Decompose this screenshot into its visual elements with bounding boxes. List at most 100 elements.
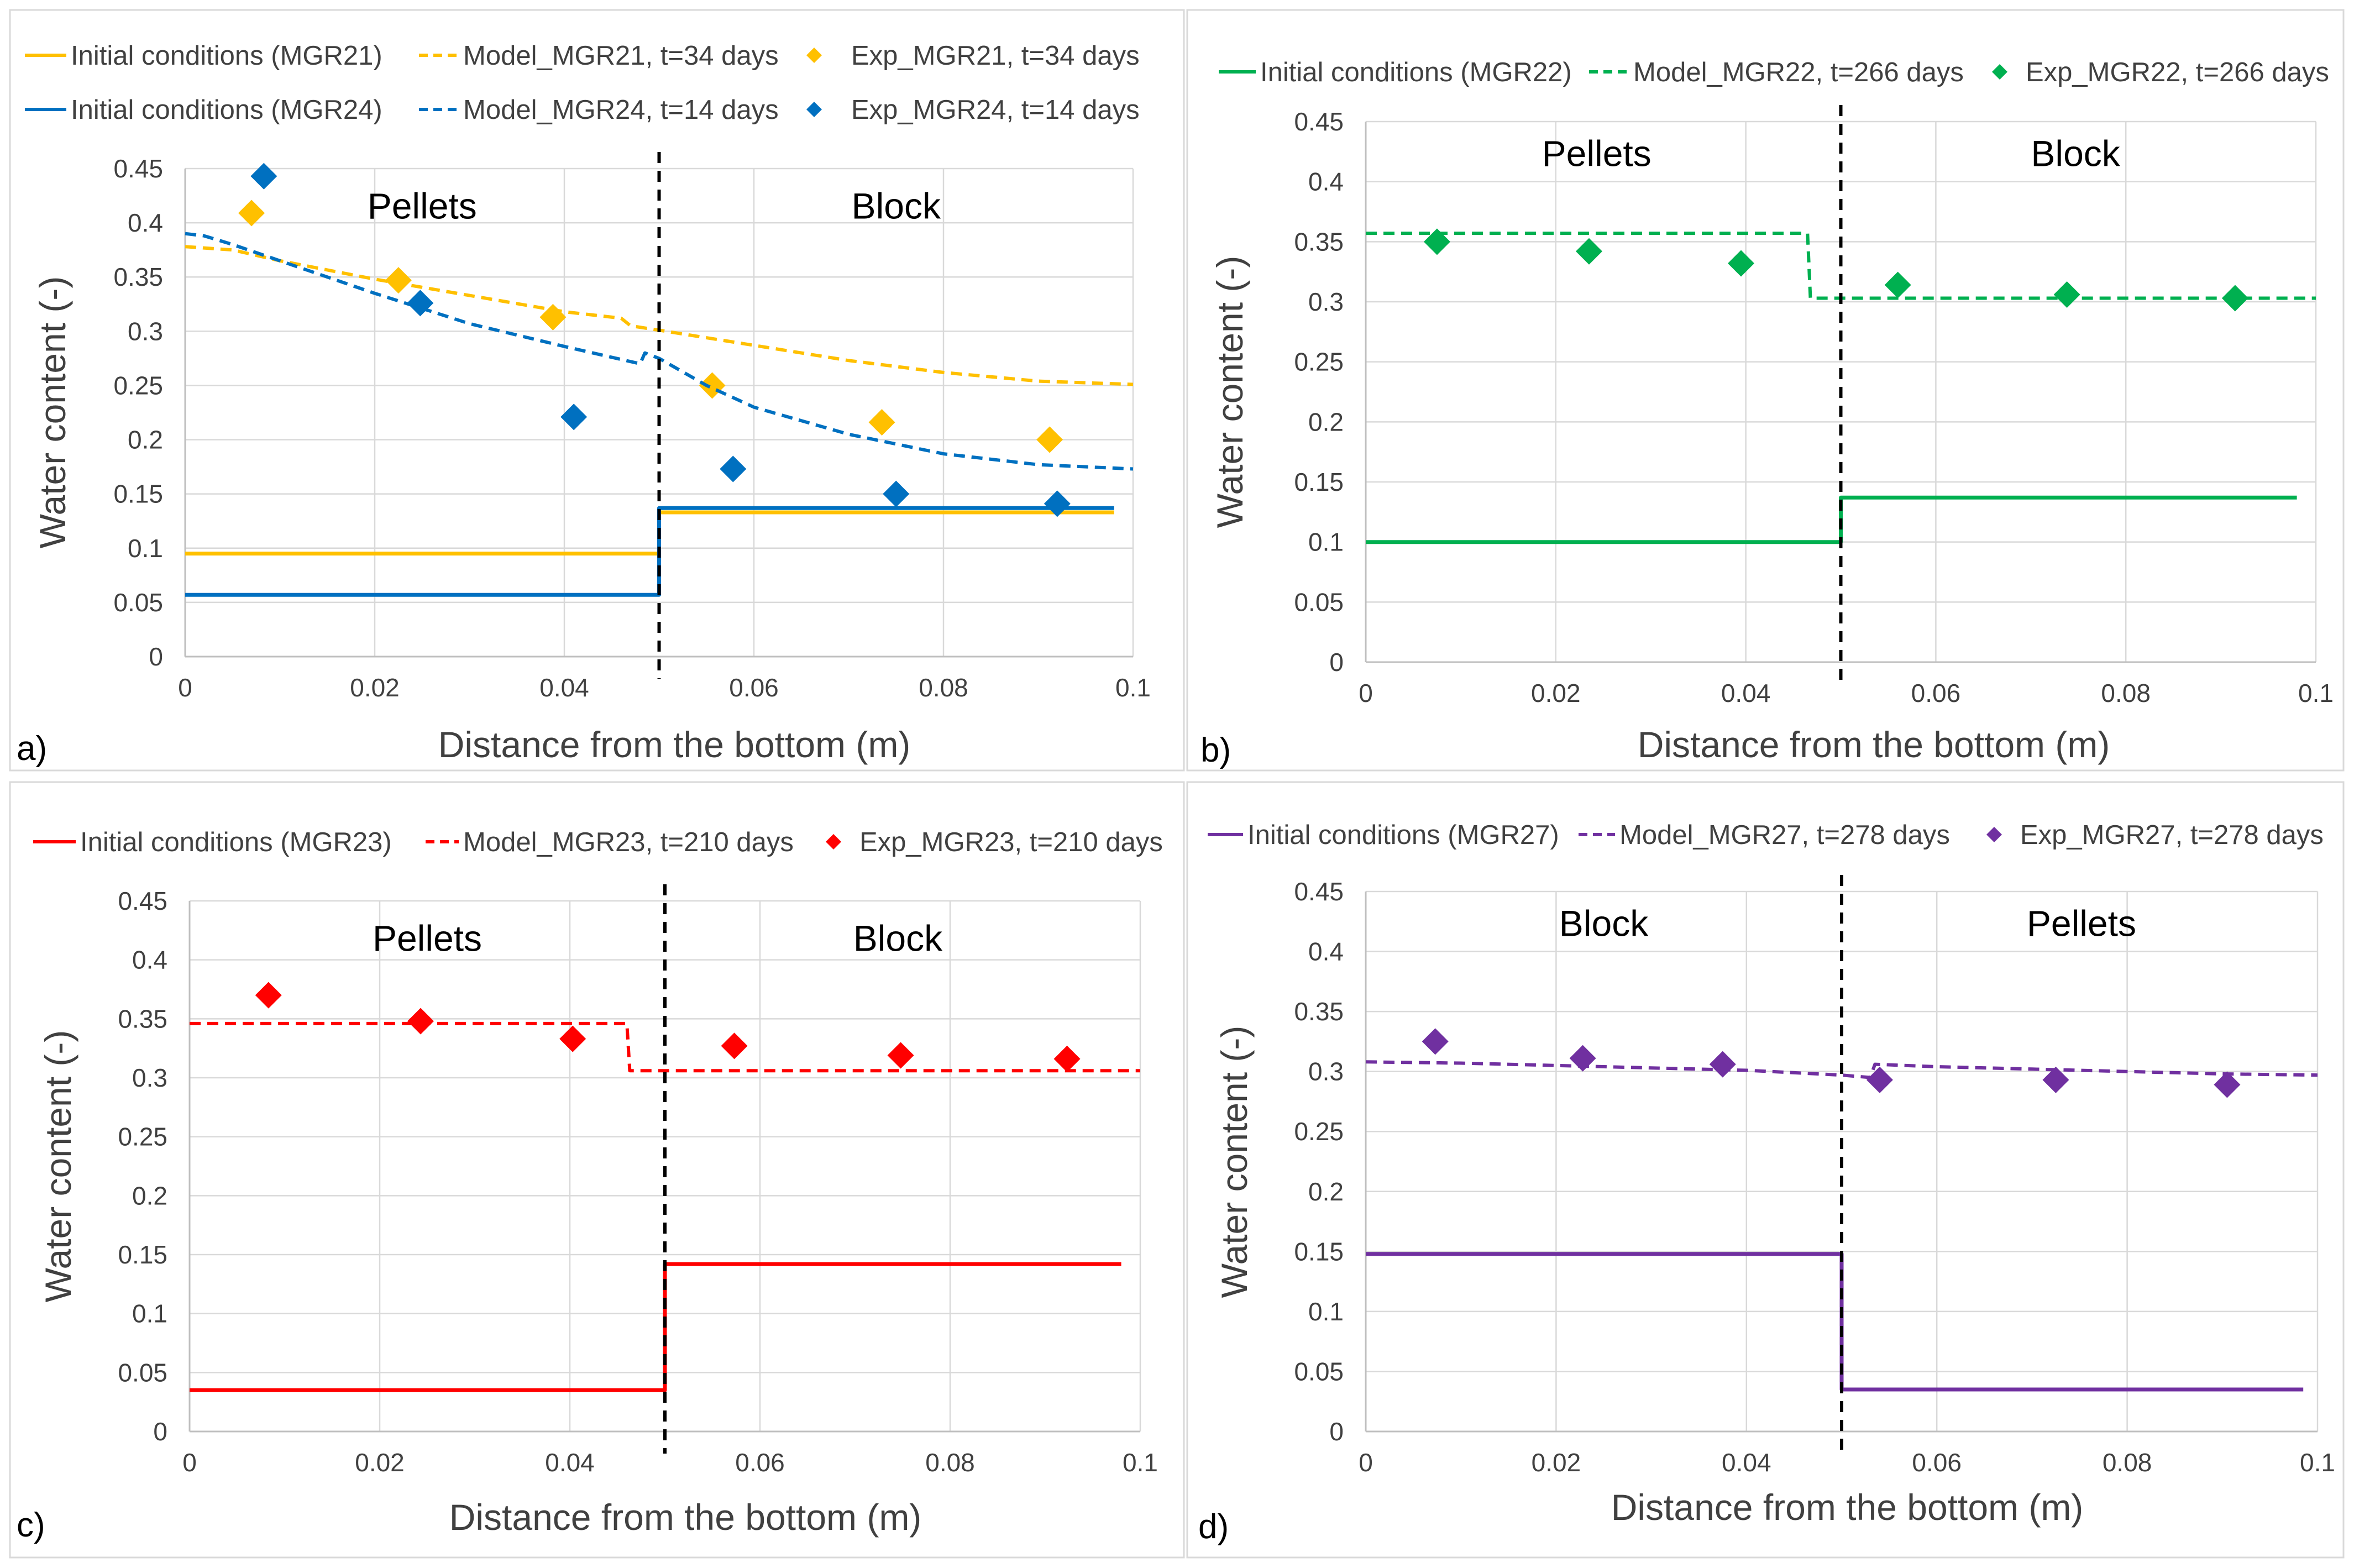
series-5: [250, 162, 1071, 517]
y-tick-label: 0.15: [1294, 1237, 1344, 1266]
y-tick-label: 0.3: [1308, 287, 1344, 316]
series-1: [185, 245, 1134, 386]
x-tick-label: 0.04: [1721, 679, 1771, 707]
data-point: [2214, 1071, 2241, 1098]
initial-line: [1366, 495, 2297, 544]
model-line: [190, 1021, 1140, 1073]
model-line: [185, 232, 1134, 471]
data-point: [1884, 271, 1911, 298]
legend-entry-0: Initial conditions (MGR21): [25, 41, 382, 71]
legend-label: Exp_MGR22, t=266 days: [2026, 57, 2329, 87]
y-tick-label: 0.15: [113, 480, 163, 508]
y-tick-label: 0.3: [132, 1063, 167, 1092]
legend-marker: [826, 834, 841, 849]
legend-entry-1: Model_MGR21, t=34 days: [419, 41, 779, 71]
data-point: [385, 267, 412, 294]
y-tick-label: 0.05: [1294, 1357, 1344, 1386]
x-tick-label: 0: [182, 1448, 197, 1477]
series-3: [185, 506, 1114, 597]
y-tick-label: 0.2: [1308, 407, 1344, 436]
y-tick-label: 0.3: [128, 317, 163, 345]
y-tick-label: 0.25: [1294, 348, 1344, 376]
legend-label: Initial conditions (MGR27): [1247, 820, 1559, 850]
model-line: [1366, 232, 2316, 300]
y-tick-label: 0.35: [118, 1004, 167, 1033]
y-tick-label: 0.05: [118, 1358, 167, 1387]
y-tick-label: 0.05: [113, 588, 163, 617]
x-tick-label: 0.02: [350, 673, 400, 702]
series-2: [1423, 228, 2248, 312]
y-tick-label: 0.1: [1308, 528, 1344, 557]
series-0: [190, 1262, 1121, 1392]
region-label: Pellets: [368, 186, 477, 227]
y-axis-label: Water content (-): [1209, 256, 1250, 528]
data-point: [2053, 281, 2080, 308]
y-tick-label: 0.25: [1294, 1117, 1344, 1146]
data-point: [721, 1032, 748, 1060]
y-tick-label: 0.4: [1308, 937, 1344, 966]
x-tick-label: 0.04: [539, 673, 589, 702]
y-tick-label: 0.45: [1294, 107, 1344, 136]
y-tick-label: 0.25: [118, 1123, 167, 1151]
legend-label: Initial conditions (MGR24): [71, 95, 382, 125]
data-point: [1728, 250, 1755, 277]
initial-line: [185, 506, 1114, 597]
data-point: [407, 290, 434, 317]
x-tick-label: 0.1: [1115, 673, 1151, 702]
legend-entry-0: Initial conditions (MGR23): [33, 827, 392, 857]
data-point: [720, 455, 747, 483]
y-tick-label: 0.4: [128, 208, 163, 237]
legend-entry-0: Initial conditions (MGR22): [1219, 57, 1572, 87]
y-tick-label: 0.1: [1308, 1297, 1344, 1326]
x-tick-label: 0.08: [2101, 679, 2151, 707]
data-point: [1866, 1066, 1893, 1093]
y-tick-label: 0: [153, 1417, 167, 1446]
data-point: [1709, 1051, 1736, 1078]
data-point: [407, 1008, 434, 1035]
chart-panel-d: 0 0.02 0.04 0.06 0.08 0.1 0 0.05 0.1 0.15 0.2 0.25 0…: [1186, 781, 2345, 1559]
initial-line: [190, 1262, 1121, 1392]
y-axis-label: Water content (-): [32, 276, 73, 549]
panel-tag: a): [17, 730, 47, 768]
data-point: [560, 403, 588, 431]
x-axis-label: Distance from the bottom (m): [438, 724, 911, 765]
legend-label: Model_MGR23, t=210 days: [463, 827, 794, 857]
panel-border: [9, 9, 1185, 772]
y-tick-label: 0.35: [1294, 997, 1344, 1026]
x-tick-label: 0.06: [1912, 1448, 1962, 1477]
region-label: Block: [1559, 903, 1649, 944]
y-tick-label: 0.3: [1308, 1057, 1344, 1086]
x-tick-label: 0: [1359, 679, 1373, 707]
legend-marker: [1986, 827, 2002, 842]
y-tick-label: 0.45: [118, 887, 167, 915]
region-label: Pellets: [1542, 133, 1652, 174]
y-axis-label: Water content (-): [38, 1030, 78, 1303]
data-point: [539, 303, 567, 331]
y-tick-label: 0.2: [128, 426, 163, 454]
data-point: [1053, 1045, 1081, 1072]
region-label: Pellets: [373, 917, 482, 958]
legend-label: Initial conditions (MGR23): [80, 827, 392, 857]
data-point: [2221, 285, 2248, 312]
legend-entry-0: Initial conditions (MGR27): [1208, 820, 1559, 850]
x-tick-label: 0: [1359, 1448, 1373, 1477]
y-tick-label: 0.2: [1308, 1177, 1344, 1206]
legend-entry-1: Model_MGR23, t=210 days: [426, 827, 794, 857]
legend-label: Initial conditions (MGR22): [1260, 57, 1572, 87]
series-1: [1366, 232, 2316, 300]
y-tick-label: 0.35: [113, 263, 163, 291]
y-tick-label: 0.05: [1294, 588, 1344, 616]
y-tick-label: 0.45: [1294, 877, 1344, 906]
data-point: [883, 480, 910, 507]
legend-entry-5: Exp_MGR24, t=14 days: [806, 95, 1140, 125]
panel-tag: c): [17, 1506, 45, 1544]
legend-label: Model_MGR22, t=266 days: [1633, 57, 1964, 87]
x-tick-label: 0.1: [1123, 1448, 1158, 1477]
legend-entry-2: Exp_MGR22, t=266 days: [1992, 57, 2329, 87]
region-label: Pellets: [2027, 903, 2136, 944]
data-point: [2042, 1066, 2069, 1093]
series-2: [238, 200, 1063, 453]
x-tick-label: 0.06: [729, 673, 779, 702]
legend-label: Model_MGR24, t=14 days: [463, 95, 779, 125]
